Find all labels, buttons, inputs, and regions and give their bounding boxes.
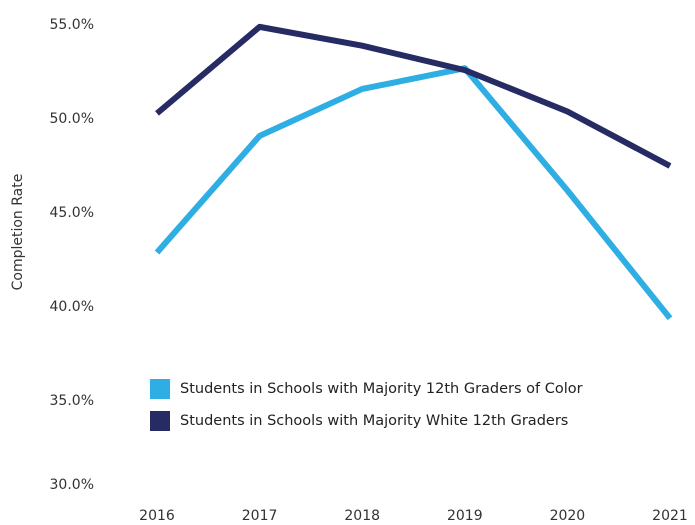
x-tick-label: 2019: [447, 508, 483, 524]
legend-label: Students in Schools with Majority 12th G…: [180, 381, 583, 397]
y-tick-label: 40.0%: [50, 299, 94, 315]
series-line: [154, 65, 673, 321]
y-tick-label: 45.0%: [50, 205, 94, 221]
x-tick-label: 2021: [652, 508, 688, 524]
legend-swatch: [150, 379, 170, 399]
legend-swatch: [150, 411, 170, 431]
y-tick-label: 30.0%: [50, 477, 94, 493]
y-tick-label: 50.0%: [50, 111, 94, 127]
x-tick-label: 2018: [344, 508, 380, 524]
y-tick-label: 55.0%: [50, 17, 94, 33]
x-tick-label: 2016: [139, 508, 175, 524]
series-line: [155, 23, 672, 169]
y-tick-label: 35.0%: [50, 393, 94, 409]
x-tick-label: 2020: [550, 508, 586, 524]
x-tick-label: 2017: [242, 508, 278, 524]
y-axis-label: Completion Rate: [10, 174, 26, 291]
legend-label: Students in Schools with Majority White …: [180, 413, 568, 429]
